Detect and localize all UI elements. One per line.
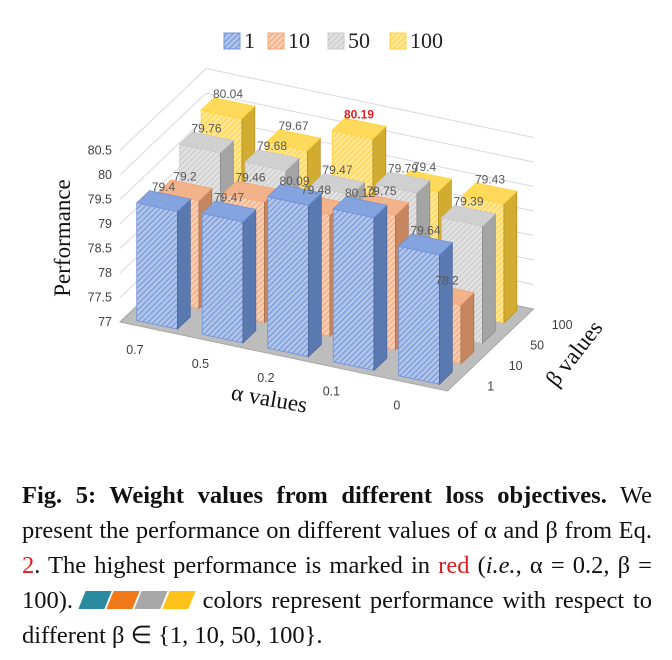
- caption-text-3: (: [469, 552, 486, 579]
- bar-top-face: [201, 200, 257, 223]
- data-label: 79.67: [278, 119, 308, 133]
- y-tick-label: 78: [98, 266, 112, 280]
- legend-swatch: [389, 32, 407, 50]
- bar-top-face: [440, 204, 497, 227]
- caption-figure-label: Fig. 5: Weight values from different los…: [22, 482, 607, 509]
- data-label: 79.47: [322, 163, 352, 177]
- z-tick-label: 100: [552, 318, 573, 332]
- data-label: 79.43: [475, 172, 505, 186]
- y-tick-label: 80.5: [88, 144, 112, 158]
- legend-swatch: [327, 32, 345, 50]
- y-tick-label: 79.5: [88, 193, 112, 207]
- bar-front-face: [332, 208, 375, 371]
- legend-label: 1: [244, 28, 255, 53]
- legend-label: 100: [410, 28, 443, 53]
- caption-color-swatch: [162, 591, 196, 609]
- z-tick-label: 50: [530, 339, 544, 353]
- bar-top-face: [266, 183, 323, 206]
- bar-side-face: [176, 198, 191, 331]
- bar-front-face: [201, 212, 244, 344]
- bar: [332, 196, 388, 372]
- data-label: 78.2: [435, 274, 459, 288]
- x-axis-title: α values: [229, 380, 309, 418]
- caption-text-5: colors represent performance with respec…: [22, 587, 652, 649]
- data-label: 79.46: [235, 170, 265, 184]
- bars: [135, 97, 518, 386]
- bar-side-face: [438, 241, 453, 386]
- x-tick-label: 0.7: [126, 343, 143, 357]
- x-tick-label: 0: [393, 398, 400, 412]
- bar-front-face: [398, 245, 440, 385]
- bar-front-face: [136, 202, 178, 330]
- data-label: 80.04: [213, 87, 243, 101]
- x-tick-label: 0.5: [192, 357, 209, 371]
- legend-swatch: [267, 32, 285, 50]
- y-tick-label: 78.5: [88, 242, 112, 256]
- bar-top-face: [462, 182, 518, 205]
- gridline: [119, 67, 534, 151]
- bar-side-face: [481, 212, 496, 345]
- y-tick-label: 79: [98, 217, 112, 231]
- bar-front-face: [267, 196, 309, 358]
- data-label: 79.76: [191, 121, 221, 135]
- data-label: 79.68: [257, 139, 287, 153]
- legend-label: 10: [288, 28, 310, 53]
- data-label: 80.09: [279, 174, 309, 188]
- z-tick-label: 1: [487, 380, 494, 394]
- y-tick-label: 77.5: [88, 291, 112, 305]
- bar-side-face: [503, 190, 518, 324]
- y-axis-title: Performance: [50, 179, 75, 297]
- data-labels: 80.04 79.67 80.19 79.4 79.43 79.76 79.68 79.47 7…: [152, 87, 506, 287]
- legend: 1 10 50 100: [223, 28, 443, 53]
- data-label: 79.75: [366, 184, 396, 198]
- bar-side-face: [373, 204, 388, 372]
- caption-red-word: red: [438, 552, 470, 579]
- y-tick-label: 77: [98, 315, 112, 329]
- data-label: 79.47: [214, 190, 244, 204]
- bar-top-face: [397, 233, 454, 256]
- caption-swatches: [78, 587, 196, 614]
- legend-label: 50: [348, 28, 370, 53]
- bar-top-face: [309, 173, 366, 196]
- bar-top-face: [265, 129, 322, 151]
- bar-top-face: [375, 171, 431, 194]
- data-label: 80.19: [344, 107, 374, 121]
- caption-text-4: , α = 0.2, β = 100).: [22, 552, 652, 614]
- bar-side-face: [242, 208, 257, 344]
- bar-side-face: [307, 192, 322, 358]
- data-label: 80.12: [345, 186, 375, 200]
- bar-top-face: [200, 97, 256, 120]
- gridline: [119, 92, 534, 176]
- data-label: 79.64: [410, 224, 440, 238]
- bar-top-face: [178, 131, 235, 154]
- caption-eq-ref[interactable]: 2: [22, 552, 35, 579]
- data-label: 79.4: [152, 180, 176, 194]
- caption-ie: i.e.: [485, 552, 516, 579]
- bar-top-face: [135, 190, 192, 212]
- z-tick-label: 10: [509, 359, 523, 373]
- x-tick-label: 0.1: [323, 385, 340, 399]
- caption-text-2: . The highest performance is marked in: [34, 552, 439, 579]
- caption-text-1: We present the performance on different …: [22, 482, 652, 544]
- bar-top-face: [331, 117, 387, 140]
- bar: [397, 233, 454, 386]
- data-label: 79.48: [301, 183, 331, 197]
- data-label: 79.4: [413, 160, 437, 174]
- data-label: 79.79: [388, 161, 418, 175]
- data-label: 79.2: [173, 169, 197, 183]
- chart: 80.04 79.67 80.19 79.4 79.43 79.76 79.68 79.47 7…: [50, 28, 607, 418]
- data-label: 79.39: [453, 195, 483, 209]
- bar: [201, 200, 257, 344]
- bar-top-face: [332, 196, 388, 219]
- y-tick-label: 80: [98, 168, 112, 182]
- legend-swatch: [223, 32, 241, 50]
- figure-caption: Fig. 5: Weight values from different los…: [22, 478, 652, 653]
- bar: [135, 190, 192, 331]
- bar-top-face: [244, 149, 300, 172]
- x-tick-label: 0.2: [257, 371, 274, 385]
- bar: [266, 183, 323, 358]
